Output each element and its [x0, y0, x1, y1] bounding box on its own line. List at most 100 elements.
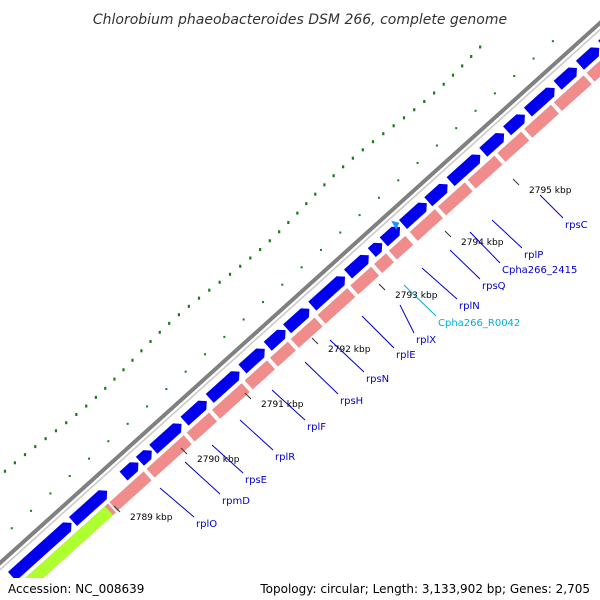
gc-dot — [382, 132, 385, 136]
gene-track — [8, 39, 600, 581]
gc-dot — [3, 469, 7, 473]
gc-dot — [239, 264, 242, 268]
gc-dot-inner — [30, 509, 33, 512]
tick-mark — [244, 392, 252, 400]
gc-dot — [140, 349, 143, 353]
tick-mark — [378, 283, 386, 291]
gene-label: rpsN — [366, 374, 389, 385]
gc-skew-dots — [3, 40, 554, 530]
gc-dot — [479, 45, 482, 49]
gc-dot-inner — [551, 40, 554, 43]
forward-gene-arrow — [479, 133, 505, 157]
gc-dot — [158, 330, 161, 334]
gc-dot — [197, 296, 201, 300]
gene-label: rpsE — [245, 475, 267, 486]
gene-label: rpsH — [340, 396, 363, 407]
tick-label: 2794 kbp — [461, 238, 504, 248]
gc-dot-inner — [319, 248, 322, 251]
forward-gene-arrow — [523, 87, 555, 117]
forward-gene-arrow — [308, 276, 346, 311]
gc-dot-inner — [146, 405, 149, 408]
gene-label: rplO — [196, 519, 217, 530]
forward-gene-arrow — [180, 400, 207, 426]
gene-label: rpmD — [222, 496, 250, 507]
forward-gene-arrow — [283, 308, 310, 334]
forward-gene-arrow — [238, 348, 265, 374]
gene-label: rplF — [307, 422, 326, 433]
forward-gene-arrow — [503, 114, 525, 136]
gc-dot-inner — [10, 527, 13, 530]
gene-leader-line — [271, 389, 306, 421]
gene-leader-line — [539, 194, 564, 219]
gene-leader-line — [304, 361, 339, 395]
gc-dot-inner — [397, 179, 400, 182]
gc-dot — [433, 91, 436, 95]
cds-segment — [244, 360, 276, 390]
forward-gene-arrow — [446, 154, 481, 187]
gc-dot — [187, 304, 190, 308]
gc-dot — [122, 368, 125, 372]
footer-bar: Accession: NC_008639 Topology: circular;… — [0, 578, 600, 600]
gc-dot-inner — [513, 74, 516, 77]
forward-gene-arrow — [149, 423, 182, 454]
gene-label: rplN — [459, 301, 480, 312]
forward-gene-arrow — [135, 450, 152, 466]
gc-dot-inner — [204, 353, 207, 356]
tick-mark — [444, 230, 452, 238]
gc-dot-inner — [435, 144, 438, 147]
forward-gene-arrow — [367, 242, 383, 258]
gene-label: rpsC — [565, 220, 588, 231]
forward-gene-arrow — [68, 490, 108, 526]
gc-dot — [75, 413, 78, 417]
gene-label: rplR — [275, 452, 295, 463]
cds-segment — [146, 435, 192, 478]
gc-dot — [23, 453, 27, 457]
gc-dot-inner — [107, 440, 110, 443]
gc-dot — [259, 248, 262, 252]
accession-text: Accession: NC_008639 — [8, 582, 145, 596]
gene-label: rplP — [524, 250, 543, 261]
gc-dot-inner — [261, 301, 264, 304]
cds-segment — [374, 253, 394, 273]
gc-dot — [296, 211, 299, 215]
gc-dot — [113, 377, 116, 381]
gc-dot — [85, 404, 88, 408]
gene-label: rplX — [416, 335, 436, 346]
gc-dot-inner — [184, 370, 187, 373]
gc-dot — [392, 124, 395, 128]
gc-dot-inner — [377, 196, 380, 199]
gc-dot — [402, 116, 406, 120]
gc-dot — [34, 445, 37, 449]
gc-dot-inner — [242, 318, 245, 321]
forward-gene-arrow — [8, 522, 72, 581]
cds-segment — [269, 341, 296, 367]
gc-dot — [323, 183, 326, 187]
tick-mark — [311, 337, 319, 345]
gene-label: Cpha266_R0042 — [438, 318, 520, 329]
gc-dot-inner — [416, 161, 419, 164]
gc-dot — [249, 256, 252, 260]
gc-dot-inner — [455, 127, 458, 130]
cds-segment — [211, 383, 250, 419]
gc-dot — [278, 230, 281, 234]
cds-segment — [186, 412, 218, 442]
gc-dot-inner — [223, 335, 226, 338]
gc-dot — [413, 108, 416, 112]
cds-segment — [409, 209, 444, 241]
gc-dot-inner — [281, 283, 284, 286]
gc-dot-inner — [339, 231, 342, 234]
gc-dot-inner — [88, 457, 91, 460]
forward-gene-arrow — [343, 254, 369, 279]
gene-leader-line — [184, 461, 221, 495]
highlighted-cds-segment — [21, 506, 113, 591]
tick-label: 2791 kbp — [261, 400, 304, 410]
cds-segment — [109, 471, 152, 512]
gene-leader-line — [421, 267, 458, 300]
gene-leader-line — [403, 284, 437, 317]
gc-dot — [94, 395, 97, 399]
gc-dot-inner — [474, 109, 477, 112]
gc-dot — [44, 437, 47, 441]
gc-dot-inner — [49, 492, 52, 495]
map-title: Chlorobium phaeobacteroides DSM 266, com… — [93, 12, 507, 28]
